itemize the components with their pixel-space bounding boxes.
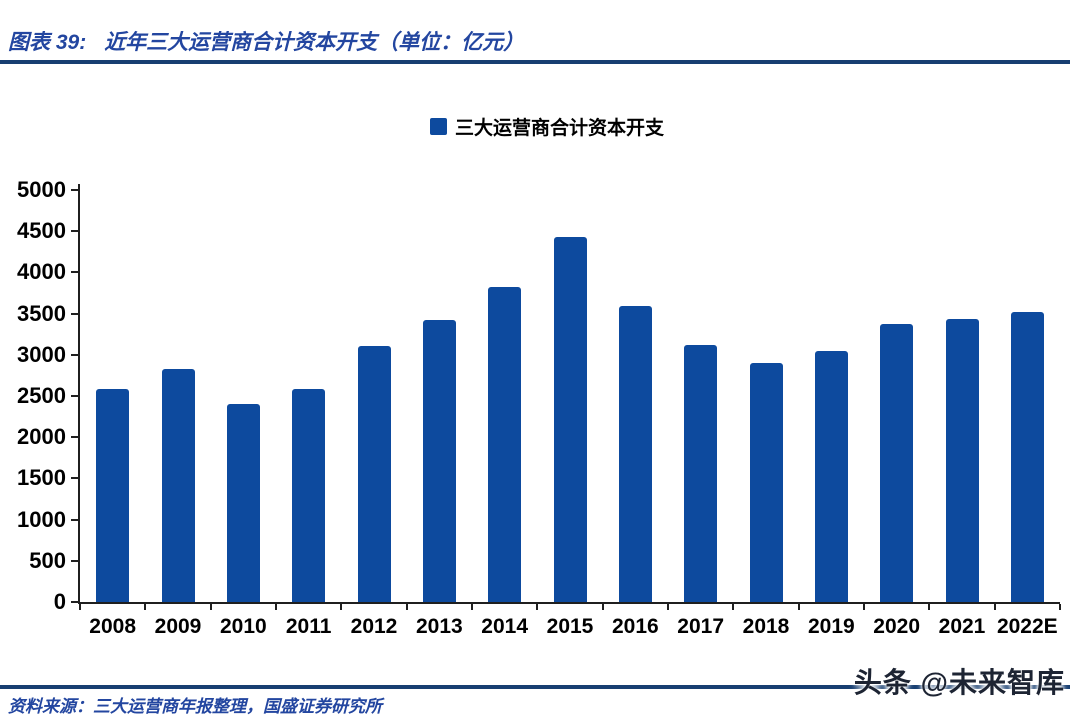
y-axis-tick [71, 312, 78, 315]
x-axis-tick [928, 604, 931, 610]
y-axis-tick [71, 353, 78, 356]
x-axis-tick [471, 604, 473, 610]
x-axis-tick [79, 604, 81, 610]
legend-label: 三大运营商合计资本开支 [455, 118, 665, 139]
y-axis-tick [71, 189, 78, 191]
x-axis-tick [144, 604, 147, 610]
figure-header: 图表 39: 近年三大运营商合计资本开支（单位：亿元） [8, 26, 524, 56]
x-axis-label: 2011 [285, 615, 332, 638]
y-axis-label: 4000 [17, 259, 66, 285]
bar [292, 389, 326, 602]
bar [226, 404, 260, 602]
x-axis-label: 2018 [742, 615, 790, 638]
x-axis-tick [1059, 604, 1061, 610]
watermark: 头条 @未来智库 [853, 667, 1065, 698]
x-axis-label: 2017 [677, 615, 725, 638]
x-axis-tick [732, 604, 735, 610]
x-axis-tick [405, 604, 408, 610]
x-axis-label: 2012 [350, 615, 398, 638]
y-axis-label: 1500 [17, 465, 66, 491]
bar [161, 369, 195, 602]
bar [618, 306, 652, 602]
x-axis-label: 2016 [611, 615, 659, 638]
x-axis-label: 2020 [873, 615, 921, 638]
bar [96, 389, 130, 602]
x-axis-tick [667, 604, 669, 610]
x-axis-tick [863, 604, 865, 610]
x-axis-label: 2008 [89, 615, 137, 638]
x-axis-tick [993, 604, 996, 610]
x-axis-line [78, 602, 1060, 604]
x-axis-tick [209, 604, 212, 610]
y-axis-label: 500 [29, 547, 66, 573]
bar [553, 237, 587, 602]
figure-label: 图表 39: [8, 31, 87, 54]
y-axis-label: 2000 [17, 424, 66, 450]
legend-swatch-icon [430, 118, 447, 135]
source-note: 资料来源：三大运营商年报整理，国盛证券研究所 [8, 697, 382, 716]
page-title: 近年三大运营商合计资本开支（单位：亿元） [104, 31, 525, 54]
x-axis-tick [275, 604, 277, 610]
bar [1010, 312, 1044, 602]
y-axis-tick [71, 601, 78, 603]
y-axis-tick [71, 395, 78, 397]
x-axis-tick [601, 604, 604, 610]
bar [422, 320, 456, 602]
y-axis-tick [71, 518, 78, 521]
x-axis-tick [340, 604, 343, 610]
y-axis-tick [71, 477, 78, 480]
x-axis-label: 2014 [481, 615, 529, 638]
bar [880, 324, 914, 602]
y-axis-tick [71, 271, 78, 274]
y-axis-label: 1000 [17, 506, 66, 532]
y-axis-tick [71, 436, 78, 439]
x-axis-label: 2022E [996, 615, 1058, 638]
x-axis-tick [536, 604, 539, 610]
x-axis-label: 2009 [154, 615, 202, 638]
y-axis-tick [71, 559, 78, 562]
x-axis-label: 2021 [938, 615, 986, 638]
y-axis-label: 3000 [17, 341, 66, 367]
y-axis-label: 3500 [17, 300, 66, 326]
x-axis-tick [797, 604, 800, 610]
bar [357, 346, 391, 602]
bar [749, 363, 783, 602]
bar [814, 351, 848, 602]
x-axis-label: 2010 [219, 615, 267, 638]
y-axis-label: 4500 [17, 218, 66, 244]
y-axis-label: 0 [53, 589, 66, 614]
footer-divider [0, 685, 1070, 689]
x-axis-label: 2019 [807, 615, 855, 638]
y-axis-line [78, 184, 80, 604]
x-axis-label: 2015 [546, 615, 594, 638]
y-axis-label: 2500 [17, 383, 66, 408]
bar [945, 319, 979, 602]
bar [488, 287, 522, 602]
y-axis-label: 5000 [17, 177, 66, 202]
x-axis-label: 2013 [415, 615, 463, 638]
bar [684, 345, 718, 602]
header-divider [0, 60, 1070, 64]
chart-legend: 三大运营商合计资本开支 [430, 113, 664, 140]
y-axis-tick [71, 230, 78, 233]
